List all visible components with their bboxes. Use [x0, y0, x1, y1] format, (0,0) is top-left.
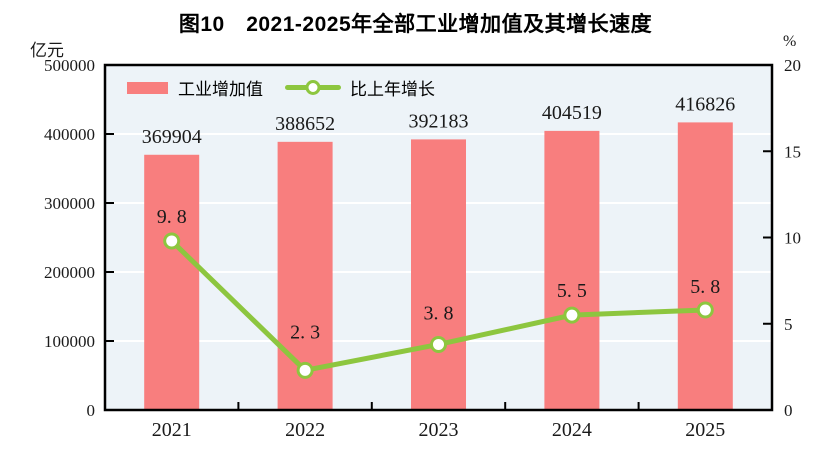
left-axis-label-400000: 400000 [44, 125, 95, 144]
bar-2021 [144, 154, 200, 410]
line-legend-dot [305, 80, 321, 95]
plot-border [103, 63, 774, 412]
growth-value-label-2025: 5. 8 [690, 276, 720, 298]
x-axis-label-2025: 2025 [685, 419, 725, 441]
growth-value-label-2022: 2. 3 [290, 321, 320, 343]
right-axis-label-10: 10 [784, 229, 801, 248]
bar-legend-label: 工业增加值 [178, 80, 263, 99]
right-axis-label-5: 5 [784, 315, 793, 334]
bar-value-label-2024: 404519 [542, 102, 602, 124]
growth-point-2023 [430, 335, 447, 353]
left-axis-label-200000: 200000 [44, 263, 95, 282]
growth-value-label-2023: 3. 8 [424, 302, 454, 324]
x-axis-label-2022: 2022 [285, 419, 325, 441]
bar-2025 [677, 122, 733, 410]
bar-legend-swatch-icon [127, 81, 168, 94]
growth-point-2025 [696, 301, 714, 319]
bar-2023 [411, 139, 466, 410]
left-axis-unit: 亿元 [30, 41, 64, 60]
growth-point-2024 [563, 306, 581, 324]
growth-point-2022 [296, 361, 314, 379]
left-axis-label-500000: 500000 [44, 56, 95, 75]
x-axis-label-2024: 2024 [552, 419, 592, 441]
growth-value-label-2024: 5. 5 [557, 280, 587, 302]
right-axis-label-15: 15 [784, 142, 801, 161]
bar-value-label-2022: 388652 [275, 113, 335, 135]
bar-2024 [544, 130, 600, 410]
bar-value-label-2021: 369904 [142, 126, 202, 148]
left-axis-label-0: 0 [87, 401, 96, 420]
bar-value-label-2025: 416826 [675, 93, 735, 115]
right-axis-label-20: 20 [784, 56, 801, 75]
growth-value-label-2021: 9. 8 [157, 206, 187, 228]
growth-point-2021 [163, 232, 181, 250]
x-axis-label-2023: 2023 [419, 419, 459, 441]
left-axis-label-300000: 300000 [44, 194, 95, 213]
legend: 工业增加值 比上年增长 [127, 75, 435, 100]
x-axis-label-2021: 2021 [152, 419, 192, 441]
bar-value-label-2023: 392183 [409, 110, 469, 132]
line-legend-label: 比上年增长 [350, 80, 435, 99]
left-axis-label-100000: 100000 [44, 332, 95, 351]
line-legend-marker-icon [285, 79, 341, 96]
right-axis-label-0: 0 [784, 401, 793, 420]
chart-title: 图10 2021-2025年全部工业增加值及其增长速度 [178, 13, 653, 36]
right-axis-unit: % [783, 33, 797, 50]
